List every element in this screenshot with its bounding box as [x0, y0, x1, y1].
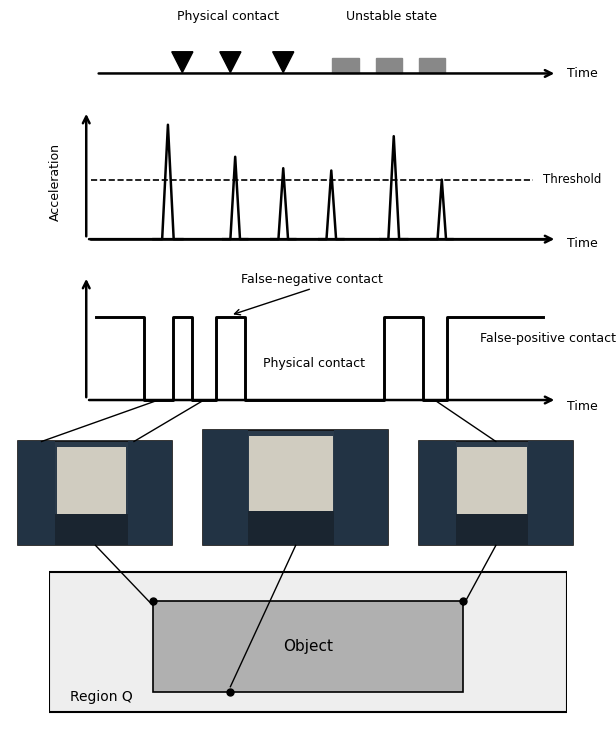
Bar [128, 441, 172, 545]
Bar [203, 430, 388, 545]
Text: False-positive contact: False-positive contact [480, 332, 616, 344]
Text: False-negative contact: False-negative contact [241, 273, 383, 286]
Text: Unstable state: Unstable state [346, 10, 437, 23]
Polygon shape [172, 52, 193, 73]
Bar [376, 58, 402, 73]
Polygon shape [273, 52, 294, 73]
Bar [18, 441, 172, 545]
Bar [529, 441, 573, 545]
Text: Time: Time [567, 400, 598, 413]
Bar [18, 441, 55, 545]
Bar [419, 441, 573, 545]
Bar [419, 58, 445, 73]
Text: Time: Time [567, 237, 598, 250]
Bar [153, 601, 463, 692]
Text: Time: Time [567, 67, 598, 80]
Bar [334, 430, 388, 545]
Bar [458, 447, 527, 535]
Text: Object: Object [283, 639, 333, 654]
Bar [333, 58, 359, 73]
Bar [203, 430, 248, 545]
Polygon shape [220, 52, 241, 73]
Text: Region Q: Region Q [70, 690, 132, 704]
Bar [203, 510, 388, 545]
Bar [249, 436, 333, 534]
Bar [419, 514, 573, 545]
Bar [419, 441, 456, 545]
Bar [57, 447, 126, 535]
Bar [18, 514, 172, 545]
Text: Physical contact: Physical contact [264, 358, 365, 370]
Text: Physical contact: Physical contact [177, 10, 279, 23]
Text: Threshold: Threshold [543, 173, 601, 186]
Text: Acceleration: Acceleration [49, 143, 62, 221]
